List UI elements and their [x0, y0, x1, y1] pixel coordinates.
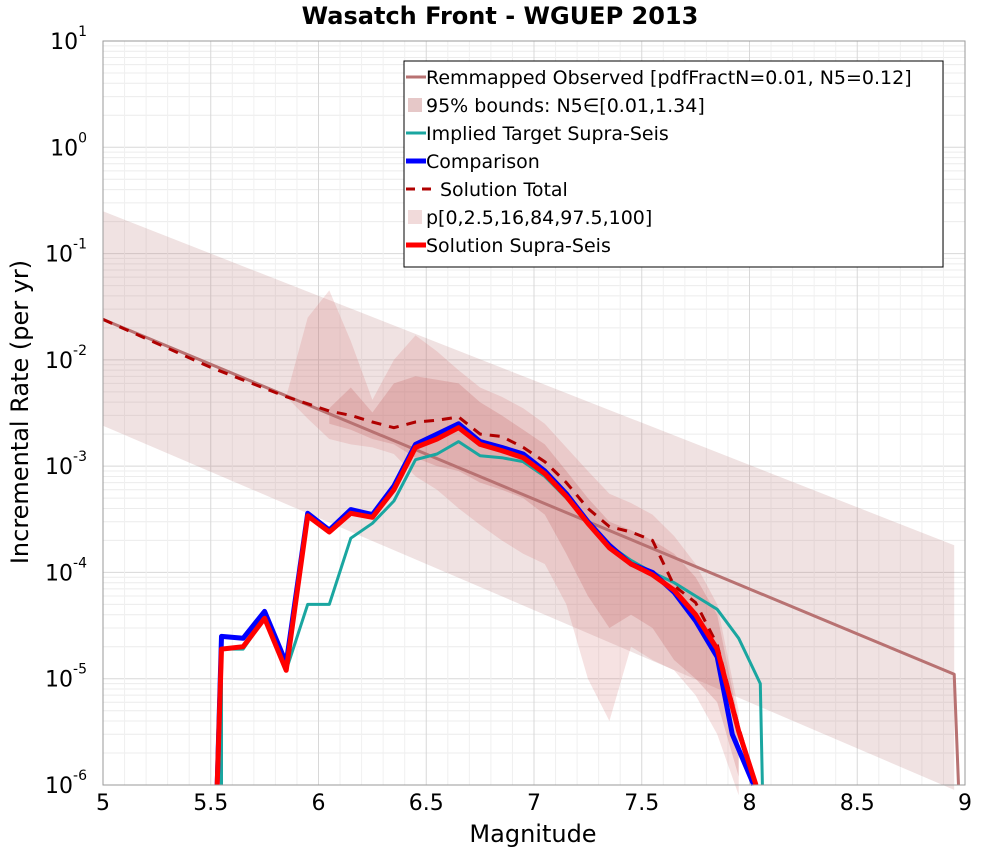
series-line-0 [102, 318, 960, 786]
legend-box [403, 60, 944, 268]
legend-label: Implied Target Supra-Seis [426, 123, 669, 145]
legend-label: Solution Total [440, 179, 568, 201]
y-tick-label: 10-5 [45, 662, 87, 693]
y-tick-label: 101 [50, 24, 87, 55]
legend-label: p[0,2.5,16,84,97.5,100] [426, 207, 652, 229]
bands [103, 211, 955, 796]
series-line-3 [102, 318, 758, 786]
legend: Remmapped Observed [pdfFractN=0.01, N5=0… [403, 60, 944, 268]
band-1 [286, 290, 739, 796]
x-tick-label: 9 [958, 791, 972, 816]
y-tick-label: 10-1 [45, 237, 87, 268]
y-tick-label: 10-2 [45, 343, 87, 374]
y-tick-label: 10-3 [45, 449, 87, 480]
y-axis-label: Incremental Rate (per yr) [6, 260, 34, 564]
y-tick-label: 100 [50, 130, 87, 161]
y-tick-label: 10-4 [45, 555, 87, 586]
x-tick-label: 6 [312, 791, 326, 816]
x-tick-label: 7 [527, 791, 541, 816]
y-axis-ticks: 10-6 10-5 10-4 10-3 10-2 10-1 100 101 [45, 24, 87, 799]
y-tick-label: 10-6 [45, 768, 87, 799]
x-tick-label: 5.5 [193, 791, 228, 816]
legend-label: Solution Supra-Seis [426, 235, 611, 257]
plot-frame [102, 40, 966, 786]
x-axis-label: Magnitude [469, 820, 596, 848]
series-lines [102, 318, 960, 786]
legend-swatch [408, 98, 422, 112]
x-tick-label: 5 [96, 791, 110, 816]
x-tick-label: 6.5 [409, 791, 444, 816]
x-tick-label: 8 [743, 791, 757, 816]
legend-label: 95% bounds: N5∈[0.01,1.34] [426, 95, 705, 117]
chart-title: Wasatch Front - WGUEP 2013 [302, 2, 699, 30]
x-tick-label: 8.5 [840, 791, 875, 816]
x-tick-label: 7.5 [624, 791, 659, 816]
grid [103, 41, 965, 786]
series-line-1 [220, 440, 764, 786]
legend-label: Comparison [426, 151, 540, 173]
legend-swatch [408, 210, 422, 224]
x-axis-ticks: 5 5.5 6 6.5 7 7.5 8 8.5 9 [96, 791, 972, 816]
series-line-4 [214, 425, 759, 786]
legend-label: Remmapped Observed [pdfFractN=0.01, N5=0… [426, 67, 912, 89]
